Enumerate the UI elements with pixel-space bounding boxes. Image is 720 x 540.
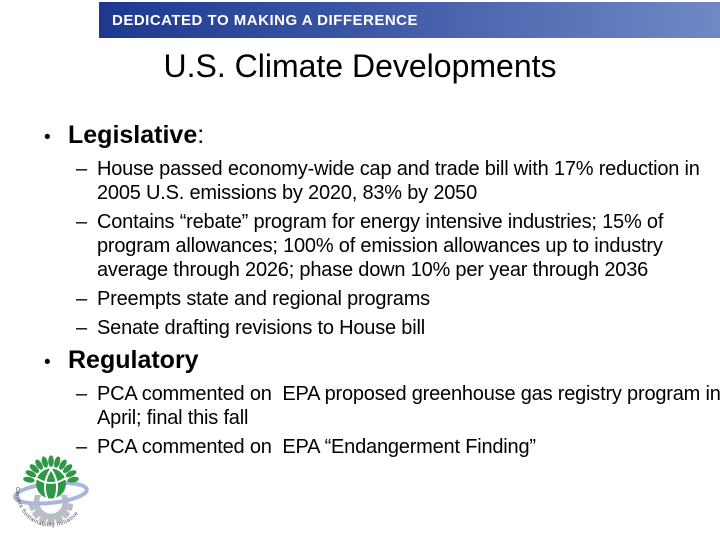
list-item-text: PCA commented on EPA proposed greenhouse… [97, 382, 720, 430]
banner-text: DEDICATED TO MAKING A DIFFERENCE [112, 11, 419, 29]
slide-body: • Legislative: – House passed economy-wi… [0, 120, 720, 464]
text-line: April; final this fall [97, 407, 249, 429]
dash-icon: – [76, 211, 87, 233]
globe-icon [36, 467, 66, 500]
list-item: – House passed economy-wide cap and trad… [0, 157, 720, 205]
page-title: U.S. Climate Developments [163, 48, 557, 84]
text-line: average through 2026; phase down 10% per… [97, 259, 649, 281]
list-item: – Preempts state and regional programs [0, 287, 720, 311]
dash-icon: – [76, 383, 87, 405]
list-item-text: Preempts state and regional programs [97, 287, 430, 311]
dash-icon: – [76, 436, 87, 458]
dash-icon: – [76, 158, 87, 180]
leaves-icon [23, 455, 79, 483]
list-item: – PCA commented on EPA proposed greenhou… [0, 382, 720, 430]
text-line: Preempts state and regional programs [97, 288, 430, 310]
list-item-text: PCA commented on EPA “Endangerment Findi… [97, 435, 536, 459]
list-item: – Contains “rebate” program for energy i… [0, 210, 720, 282]
bullet-icon: • [44, 352, 51, 373]
bullet-regulatory: • Regulatory [0, 345, 720, 378]
dash-icon: – [76, 317, 87, 339]
bullet-icon: • [44, 127, 51, 148]
bullet-label: Regulatory [68, 345, 199, 375]
dash-icon: – [76, 288, 87, 310]
banner: DEDICATED TO MAKING A DIFFERENCE [99, 2, 720, 38]
csi-logo: Cement Sustainability Initiative [7, 452, 95, 538]
csi-logo-graphic: Cement Sustainability Initiative [13, 455, 89, 529]
bullet-label: Legislative: [68, 120, 204, 150]
text-line: Senate drafting revisions to House bill [97, 317, 425, 339]
text-line: PCA commented on EPA proposed greenhouse… [97, 383, 720, 405]
list-item-text: House passed economy-wide cap and trade … [97, 157, 700, 205]
list-item-text: Senate drafting revisions to House bill [97, 316, 425, 340]
text-line: Contains “rebate” program for energy int… [97, 211, 664, 233]
text-line: House passed economy-wide cap and trade … [97, 158, 700, 180]
bullet-label-bold: Legislative [68, 121, 198, 149]
text-line: 2005 U.S. emissions by 2020, 83% by 2050 [97, 182, 478, 204]
list-item: – PCA commented on EPA “Endangerment Fin… [0, 435, 720, 459]
text-line: PCA commented on EPA “Endangerment Findi… [97, 436, 536, 458]
bullet-label-bold: Regulatory [68, 346, 199, 374]
bullet-legislative: • Legislative: [0, 120, 720, 153]
text-line: program allowances; 100% of emission all… [97, 235, 663, 257]
bullet-label-suffix: : [197, 121, 205, 149]
list-item-text: Contains “rebate” program for energy int… [97, 210, 663, 282]
list-item: – Senate drafting revisions to House bil… [0, 316, 720, 340]
